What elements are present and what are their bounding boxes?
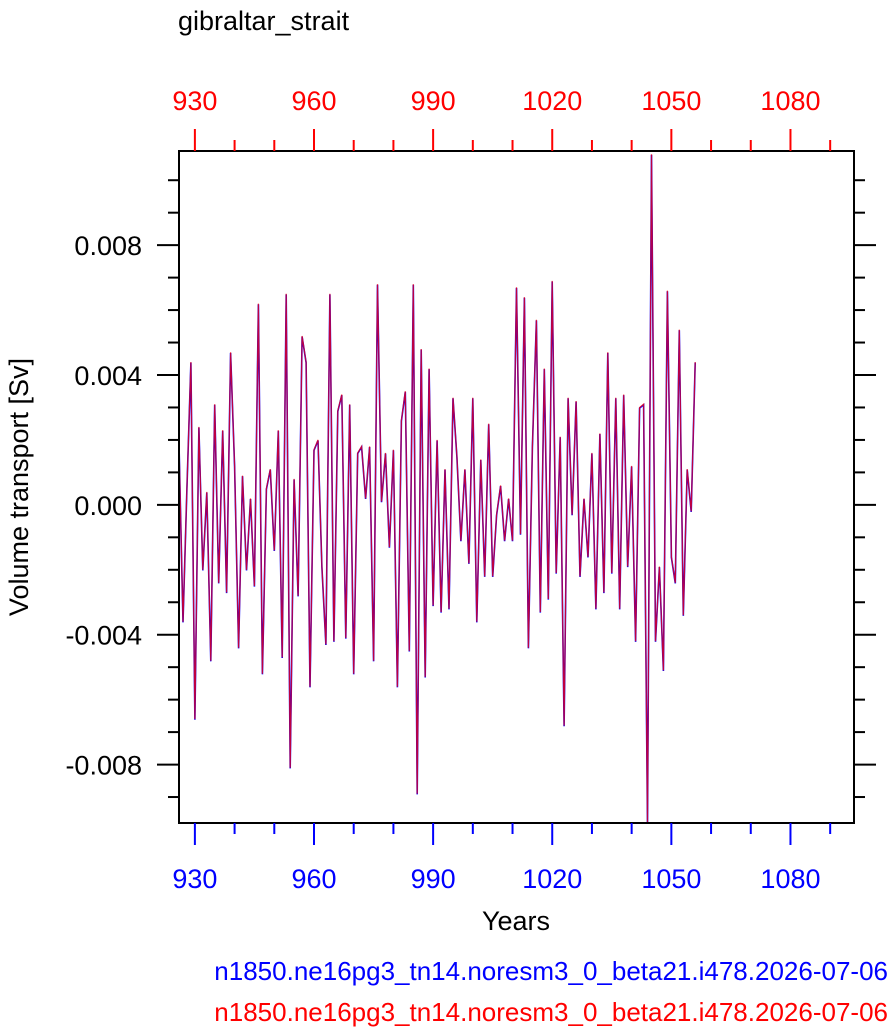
plot-frame [178, 150, 855, 824]
x-tick-label-top-960: 960 [291, 86, 336, 116]
x-tick-label-bottom-1050: 1050 [641, 864, 701, 894]
series-lines [178, 154, 696, 824]
x-tick-label-top-1050: 1050 [641, 86, 701, 116]
axis-ticks [157, 129, 876, 845]
chart-title: gibraltar_strait [178, 6, 350, 36]
legend-entry-blue: n1850.ne16pg3_tn14.noresm3_0_beta21.i478… [214, 956, 888, 986]
x-tick-label-top-930: 930 [172, 86, 217, 116]
x-axis-label: Years [482, 906, 550, 936]
y-tick-label-2: 0.000 [74, 491, 142, 521]
x-tick-label-top-1020: 1020 [522, 86, 582, 116]
x-tick-label-top-1080: 1080 [760, 86, 820, 116]
x-tick-label-bottom-960: 960 [291, 864, 336, 894]
series-line-red [178, 154, 696, 824]
y-axis-label: Volume transport [Sv] [4, 358, 34, 616]
legend-entry-red: n1850.ne16pg3_tn14.noresm3_0_beta21.i478… [214, 997, 888, 1027]
y-tick-label-4: 0.008 [74, 231, 142, 261]
y-tick-label-3: 0.004 [74, 361, 142, 391]
x-tick-label-bottom-990: 990 [411, 864, 456, 894]
y-tick-label-1: -0.004 [65, 621, 142, 651]
x-tick-label-bottom-1080: 1080 [760, 864, 820, 894]
x-tick-label-bottom-1020: 1020 [522, 864, 582, 894]
axis-tick-labels: 930 930 960 960 990 990 1020 1020 1050 1050 1080 10… [65, 86, 820, 894]
x-tick-label-bottom-930: 930 [172, 864, 217, 894]
y-tick-label-0: -0.008 [65, 751, 142, 781]
x-tick-label-top-990: 990 [411, 86, 456, 116]
